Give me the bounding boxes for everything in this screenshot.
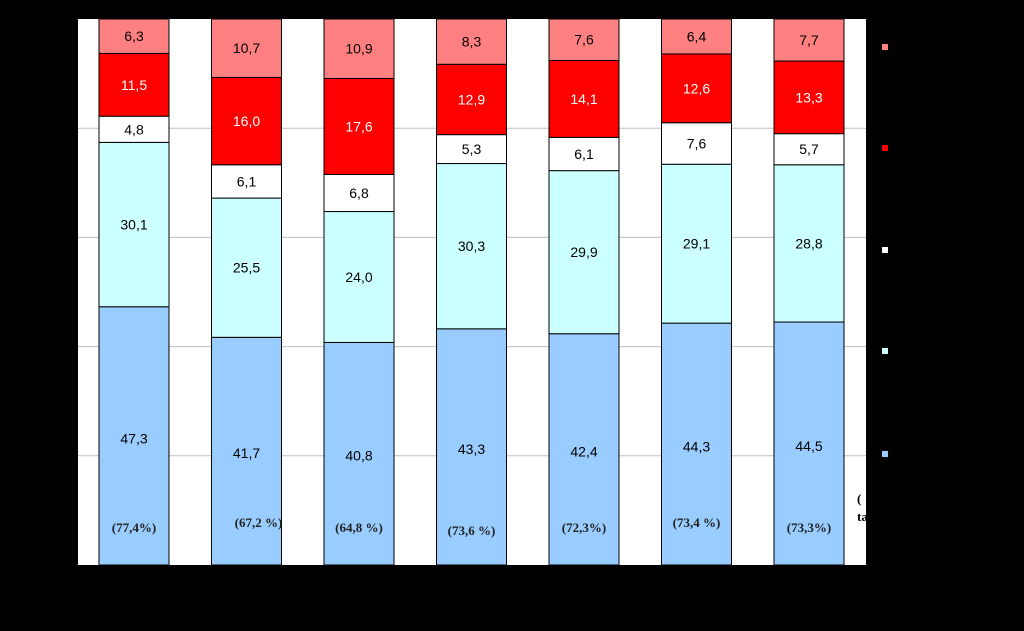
bar-segment [323,18,395,79]
data-label: 17,6 [345,118,372,134]
data-label: 42,4 [570,443,597,459]
data-label: 8,3 [462,34,482,50]
legend-marker [882,247,888,253]
data-label: 43,3 [458,441,485,457]
data-label: 10,7 [233,40,260,56]
percent-annotation: (73,3%) [787,520,831,535]
bar-segment [323,341,395,566]
bar-segment [661,322,732,566]
data-label: 6,8 [349,185,369,201]
bar-segment [98,18,170,54]
bar-segment [548,59,620,138]
data-label: 40,8 [345,447,372,463]
bar-segment [211,336,282,566]
bar-segment [98,306,170,566]
bar-segment [436,328,507,566]
bar-segment [98,115,170,143]
data-label: 24,0 [345,269,372,285]
data-label: 6,1 [237,173,257,189]
legend-marker [882,348,888,354]
bar-segment [323,211,395,343]
data-label: 13,3 [795,89,822,105]
percent-annotation: (73,6 %) [448,523,496,538]
bar-segment [98,141,170,308]
bar-segment [773,164,845,323]
legend-marker [882,44,888,50]
data-label: 11,5 [121,77,147,93]
data-label: 7,6 [574,32,594,48]
bar-segment [548,333,620,566]
legend-marker [882,145,888,151]
percent-annotation: (73,4 %) [673,515,721,530]
clipped-annotation: ( [857,491,861,506]
percent-annotation: (64,8 %) [335,520,383,535]
bar-segment [211,76,282,166]
bar-segment [436,163,507,330]
data-label: 30,1 [120,217,147,233]
percent-annotation: (67,2 %) [235,515,283,530]
bar-segment [98,52,170,117]
data-label: 12,6 [683,80,710,96]
data-label: 25,5 [233,260,260,276]
bar-segment [323,173,395,213]
bar-segment [773,18,845,62]
bar-segment [211,164,282,199]
data-label: 5,3 [462,141,482,157]
bar-segment [436,134,507,165]
bar-segment [661,163,732,324]
bar-segment [548,136,620,172]
data-label: 14,1 [570,91,597,107]
bar-segment [436,18,507,65]
data-label: 10,9 [345,41,372,57]
bar-segment [211,18,282,78]
data-label: 44,3 [683,438,710,454]
data-label: 44,5 [795,438,822,454]
bar-segment [436,63,507,136]
data-label: 47,3 [120,431,147,447]
bar-segment [323,77,395,175]
data-label: 16,0 [233,113,260,129]
data-label: 7,6 [687,135,707,151]
percent-annotation: (77,4%) [112,520,156,535]
legend-marker [882,451,888,457]
data-label: 6,3 [124,28,144,44]
clipped-annotation: ta [857,509,868,524]
data-label: 6,4 [687,28,707,44]
bar-segment [661,122,732,165]
data-label: 28,8 [795,235,822,251]
data-label: 41,7 [233,445,260,461]
bar-segment [548,170,620,335]
bar-segment [661,18,732,55]
data-label: 29,9 [570,244,597,260]
data-label: 29,1 [683,236,710,252]
data-label: 4,8 [124,121,144,137]
bar-segment [661,53,732,124]
percent-annotation: (72,3%) [562,520,606,535]
data-label: 30,3 [458,238,485,254]
bar-segment [548,18,620,61]
data-label: 7,7 [799,32,819,48]
data-label: 6,1 [574,146,594,162]
data-label: 12,9 [458,91,485,107]
data-label: 5,7 [799,141,819,157]
bar-segment [211,197,282,338]
